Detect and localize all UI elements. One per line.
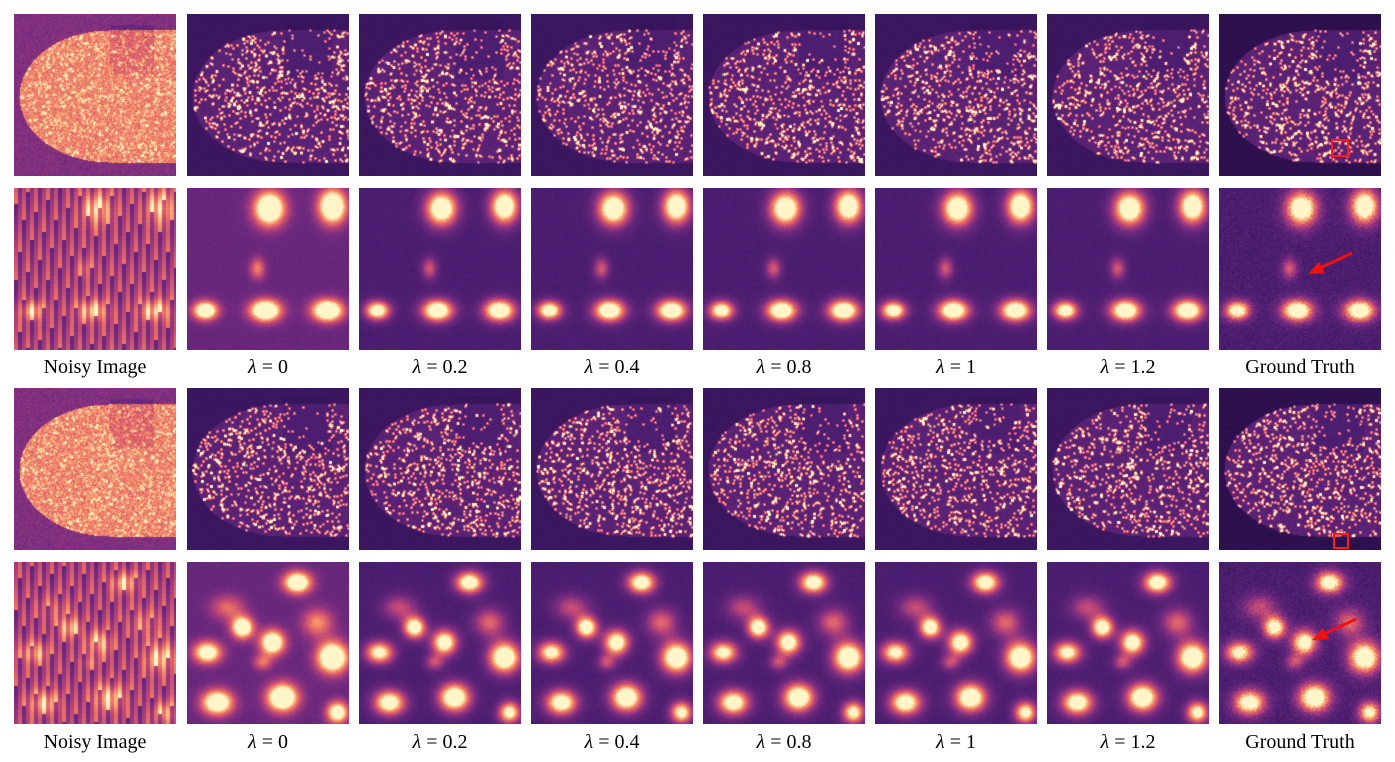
overview-lambda-0-2-block-2 <box>359 388 521 550</box>
overview-ground-truth-block-2 <box>1219 388 1381 550</box>
overview-lambda-0-block-2 <box>187 388 349 550</box>
caption-lambda-0-8-block-1: λ = 0.8 <box>756 356 812 378</box>
zoom-crop-ground-truth-block-1 <box>1219 188 1381 350</box>
caption-lambda-0-4-block-2: λ = 0.4 <box>584 731 640 753</box>
arrow-icon-block-1 <box>1308 251 1353 274</box>
overview-noisy-block-2 <box>14 388 176 550</box>
caption-lambda-0-block-2: λ = 0 <box>248 731 288 753</box>
overview-ground-truth-block-1 <box>1219 14 1381 176</box>
caption-lambda-0-2-block-2: λ = 0.2 <box>412 731 468 753</box>
roi-box-block-2 <box>1333 533 1349 549</box>
caption-noisy-block-2: Noisy Image <box>43 731 147 753</box>
caption-lambda-0-8-block-2: λ = 0.8 <box>756 731 812 753</box>
overview-lambda-1-2-block-1 <box>1047 14 1209 176</box>
overview-noisy-block-1 <box>14 14 176 176</box>
caption-lambda-0-4-block-1: λ = 0.4 <box>584 356 640 378</box>
zoom-crop-noisy-block-2 <box>14 562 176 724</box>
caption-ground-truth-block-2: Ground Truth <box>1245 731 1355 753</box>
zoom-crop-lambda-0-8-block-1 <box>703 188 865 350</box>
zoom-crop-lambda-1-block-1 <box>875 188 1037 350</box>
caption-lambda-0-block-1: λ = 0 <box>248 356 288 378</box>
zoom-crop-lambda-0-4-block-1 <box>531 188 693 350</box>
zoom-crop-lambda-0-4-block-2 <box>531 562 693 724</box>
overview-lambda-1-block-1 <box>875 14 1037 176</box>
zoom-crop-lambda-1-block-2 <box>875 562 1037 724</box>
overview-lambda-0-4-block-1 <box>531 14 693 176</box>
caption-lambda-1-block-2: λ = 1 <box>936 731 976 753</box>
overview-lambda-0-8-block-2 <box>703 388 865 550</box>
roi-box-block-1 <box>1331 139 1349 157</box>
overview-lambda-0-block-1 <box>187 14 349 176</box>
zoom-crop-lambda-1-2-block-2 <box>1047 562 1209 724</box>
caption-lambda-1-2-block-1: λ = 1.2 <box>1100 356 1156 378</box>
caption-noisy-block-1: Noisy Image <box>43 356 147 378</box>
zoom-crop-ground-truth-block-2 <box>1219 562 1381 724</box>
overview-lambda-1-2-block-2 <box>1047 388 1209 550</box>
caption-lambda-1-block-1: λ = 1 <box>936 356 976 378</box>
overview-lambda-1-block-2 <box>875 388 1037 550</box>
zoom-crop-lambda-1-2-block-1 <box>1047 188 1209 350</box>
zoom-crop-lambda-0-2-block-1 <box>359 188 521 350</box>
caption-ground-truth-block-1: Ground Truth <box>1245 356 1355 378</box>
zoom-crop-lambda-0-2-block-2 <box>359 562 521 724</box>
caption-lambda-0-2-block-1: λ = 0.2 <box>412 356 468 378</box>
zoom-crop-noisy-block-1 <box>14 188 176 350</box>
zoom-crop-lambda-0-block-2 <box>187 562 349 724</box>
overview-lambda-0-2-block-1 <box>359 14 521 176</box>
overview-lambda-0-4-block-2 <box>531 388 693 550</box>
zoom-crop-lambda-0-8-block-2 <box>703 562 865 724</box>
caption-lambda-1-2-block-2: λ = 1.2 <box>1100 731 1156 753</box>
overview-lambda-0-8-block-1 <box>703 14 865 176</box>
arrow-icon-block-2 <box>1312 617 1357 640</box>
zoom-crop-lambda-0-block-1 <box>187 188 349 350</box>
